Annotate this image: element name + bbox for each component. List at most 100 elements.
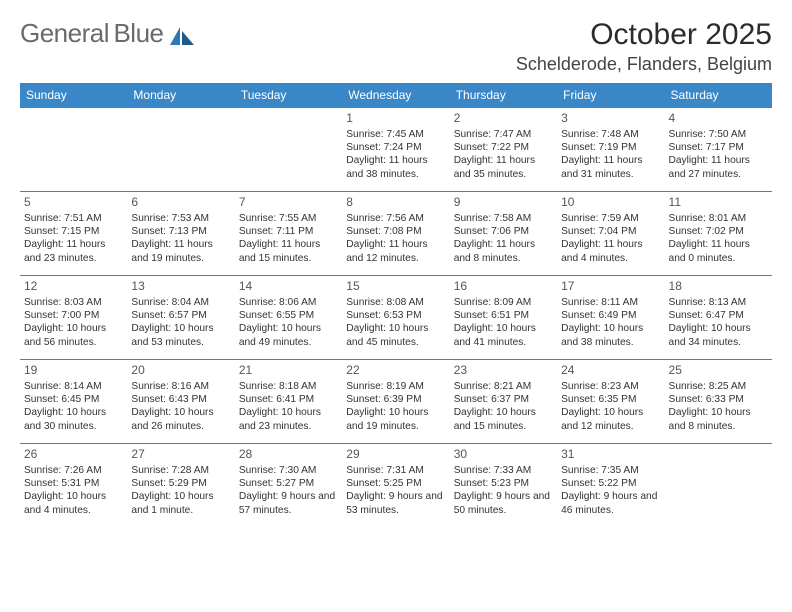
day-info: Sunrise: 8:25 AMSunset: 6:33 PMDaylight:… (669, 380, 768, 432)
sunset-text: Sunset: 7:24 PM (346, 141, 445, 154)
daylight-text: Daylight: 10 hours and 12 minutes. (561, 406, 660, 432)
daylight-text: Daylight: 10 hours and 38 minutes. (561, 322, 660, 348)
day-info: Sunrise: 8:14 AMSunset: 6:45 PMDaylight:… (24, 380, 123, 432)
day-info: Sunrise: 7:55 AMSunset: 7:11 PMDaylight:… (239, 212, 338, 264)
calendar-cell (665, 444, 772, 528)
sunset-text: Sunset: 7:19 PM (561, 141, 660, 154)
weekday-header: Thursday (450, 83, 557, 108)
sunrise-text: Sunrise: 7:45 AM (346, 128, 445, 141)
daylight-text: Daylight: 10 hours and 19 minutes. (346, 406, 445, 432)
calendar-cell: 17Sunrise: 8:11 AMSunset: 6:49 PMDayligh… (557, 276, 664, 360)
day-info: Sunrise: 7:56 AMSunset: 7:08 PMDaylight:… (346, 212, 445, 264)
day-number: 29 (346, 447, 445, 462)
day-number: 10 (561, 195, 660, 210)
daylight-text: Daylight: 11 hours and 8 minutes. (454, 238, 553, 264)
daylight-text: Daylight: 10 hours and 8 minutes. (669, 406, 768, 432)
calendar-cell (20, 108, 127, 192)
day-number: 18 (669, 279, 768, 294)
daylight-text: Daylight: 10 hours and 53 minutes. (131, 322, 230, 348)
calendar-cell (235, 108, 342, 192)
sunset-text: Sunset: 5:23 PM (454, 477, 553, 490)
day-number: 13 (131, 279, 230, 294)
day-number: 19 (24, 363, 123, 378)
daylight-text: Daylight: 9 hours and 53 minutes. (346, 490, 445, 516)
day-info: Sunrise: 7:28 AMSunset: 5:29 PMDaylight:… (131, 464, 230, 516)
sunset-text: Sunset: 6:51 PM (454, 309, 553, 322)
sunrise-text: Sunrise: 8:08 AM (346, 296, 445, 309)
daylight-text: Daylight: 10 hours and 4 minutes. (24, 490, 123, 516)
page-title: October 2025 (516, 18, 772, 52)
day-number: 20 (131, 363, 230, 378)
sunrise-text: Sunrise: 8:13 AM (669, 296, 768, 309)
sunset-text: Sunset: 6:55 PM (239, 309, 338, 322)
sunset-text: Sunset: 6:37 PM (454, 393, 553, 406)
sunset-text: Sunset: 5:31 PM (24, 477, 123, 490)
calendar-cell: 18 Sunrise: 8:13 AMSunset: 6:47 PMDayligh… (665, 276, 772, 360)
daylight-text: Daylight: 10 hours and 49 minutes. (239, 322, 338, 348)
calendar-cell: 9Sunrise: 7:58 AMSunset: 7:06 PMDaylight… (450, 192, 557, 276)
day-number: 5 (24, 195, 123, 210)
daylight-text: Daylight: 9 hours and 57 minutes. (239, 490, 338, 516)
sunset-text: Sunset: 6:49 PM (561, 309, 660, 322)
calendar-cell: 21Sunrise: 8:18 AMSunset: 6:41 PMDayligh… (235, 360, 342, 444)
day-info: Sunrise: 7:58 AMSunset: 7:06 PMDaylight:… (454, 212, 553, 264)
day-info: Sunrise: 7:53 AMSunset: 7:13 PMDaylight:… (131, 212, 230, 264)
day-info: Sunrise: 8:19 AMSunset: 6:39 PMDaylight:… (346, 380, 445, 432)
sunset-text: Sunset: 7:08 PM (346, 225, 445, 238)
day-info: Sunrise: 8:03 AMSunset: 7:00 PMDaylight:… (24, 296, 123, 348)
logo-sail-icon (170, 27, 194, 45)
calendar-cell: 22 Sunrise: 8:19 AMSunset: 6:39 PMDayligh… (342, 360, 449, 444)
sunrise-text: Sunrise: 7:31 AM (346, 464, 445, 477)
day-info: Sunrise: 8:23 AMSunset: 6:35 PMDaylight:… (561, 380, 660, 432)
day-info: Sunrise: 7:45 AMSunset: 7:24 PMDaylight:… (346, 128, 445, 180)
calendar-cell: 19 Sunrise: 8:14 AMSunset: 6:45 PMDayligh… (20, 360, 127, 444)
sunrise-text: Sunrise: 7:51 AM (24, 212, 123, 225)
day-number: 1 (346, 111, 445, 126)
day-info: Sunrise: 7:47 AMSunset: 7:22 PMDaylight:… (454, 128, 553, 180)
sunset-text: Sunset: 5:25 PM (346, 477, 445, 490)
sunrise-text: Sunrise: 8:25 AM (669, 380, 768, 393)
calendar-cell: 11Sunrise: 8:01 AMSunset: 7:02 PMDayligh… (665, 192, 772, 276)
day-info: Sunrise: 8:11 AMSunset: 6:49 PMDaylight:… (561, 296, 660, 348)
calendar-cell: 13Sunrise: 8:04 AMSunset: 6:57 PMDayligh… (127, 276, 234, 360)
day-info: Sunrise: 7:59 AMSunset: 7:04 PMDaylight:… (561, 212, 660, 264)
daylight-text: Daylight: 11 hours and 19 minutes. (131, 238, 230, 264)
day-info: Sunrise: 7:35 AMSunset: 5:22 PMDaylight:… (561, 464, 660, 516)
daylight-text: Daylight: 10 hours and 30 minutes. (24, 406, 123, 432)
day-number: 24 (561, 363, 660, 378)
calendar-cell: 26Sunrise: 7:26 AMSunset: 5:31 PMDayligh… (20, 444, 127, 528)
calendar-cell: 12Sunrise: 8:03 AMSunset: 7:00 PMDayligh… (20, 276, 127, 360)
calendar-cell: 23Sunrise: 8:21 AMSunset: 6:37 PMDayligh… (450, 360, 557, 444)
sunset-text: Sunset: 7:00 PM (24, 309, 123, 322)
day-info: Sunrise: 8:18 AMSunset: 6:41 PMDaylight:… (239, 380, 338, 432)
sunrise-text: Sunrise: 7:53 AM (131, 212, 230, 225)
sunset-text: Sunset: 6:45 PM (24, 393, 123, 406)
sunrise-text: Sunrise: 8:21 AM (454, 380, 553, 393)
calendar-cell: 7 Sunrise: 7:55 AMSunset: 7:11 PMDaylight… (235, 192, 342, 276)
sunrise-text: Sunrise: 8:09 AM (454, 296, 553, 309)
daylight-text: Daylight: 10 hours and 23 minutes. (239, 406, 338, 432)
sunrise-text: Sunrise: 7:33 AM (454, 464, 553, 477)
day-info: Sunrise: 7:33 AMSunset: 5:23 PMDaylight:… (454, 464, 553, 516)
sunrise-text: Sunrise: 7:28 AM (131, 464, 230, 477)
calendar-row: 12Sunrise: 8:03 AMSunset: 7:00 PMDayligh… (20, 276, 772, 360)
day-number: 7 (239, 195, 338, 210)
daylight-text: Daylight: 11 hours and 12 minutes. (346, 238, 445, 264)
calendar-cell: 15Sunrise: 8:08 AMSunset: 6:53 PMDayligh… (342, 276, 449, 360)
sunset-text: Sunset: 6:47 PM (669, 309, 768, 322)
sunrise-text: Sunrise: 8:18 AM (239, 380, 338, 393)
daylight-text: Daylight: 10 hours and 45 minutes. (346, 322, 445, 348)
day-info: Sunrise: 8:13 AMSunset: 6:47 PMDaylight:… (669, 296, 768, 348)
day-info: Sunrise: 7:26 AMSunset: 5:31 PMDaylight:… (24, 464, 123, 516)
sunrise-text: Sunrise: 7:26 AM (24, 464, 123, 477)
sunrise-text: Sunrise: 7:35 AM (561, 464, 660, 477)
day-number: 22 (346, 363, 445, 378)
sunset-text: Sunset: 5:22 PM (561, 477, 660, 490)
calendar-table: Sunday Monday Tuesday Wednesday Thursday… (20, 83, 772, 528)
daylight-text: Daylight: 10 hours and 15 minutes. (454, 406, 553, 432)
sunrise-text: Sunrise: 8:01 AM (669, 212, 768, 225)
daylight-text: Daylight: 10 hours and 1 minute. (131, 490, 230, 516)
calendar-cell: 1 Sunrise: 7:45 AMSunset: 7:24 PMDaylight… (342, 108, 449, 192)
weekday-header: Wednesday (342, 83, 449, 108)
daylight-text: Daylight: 10 hours and 41 minutes. (454, 322, 553, 348)
